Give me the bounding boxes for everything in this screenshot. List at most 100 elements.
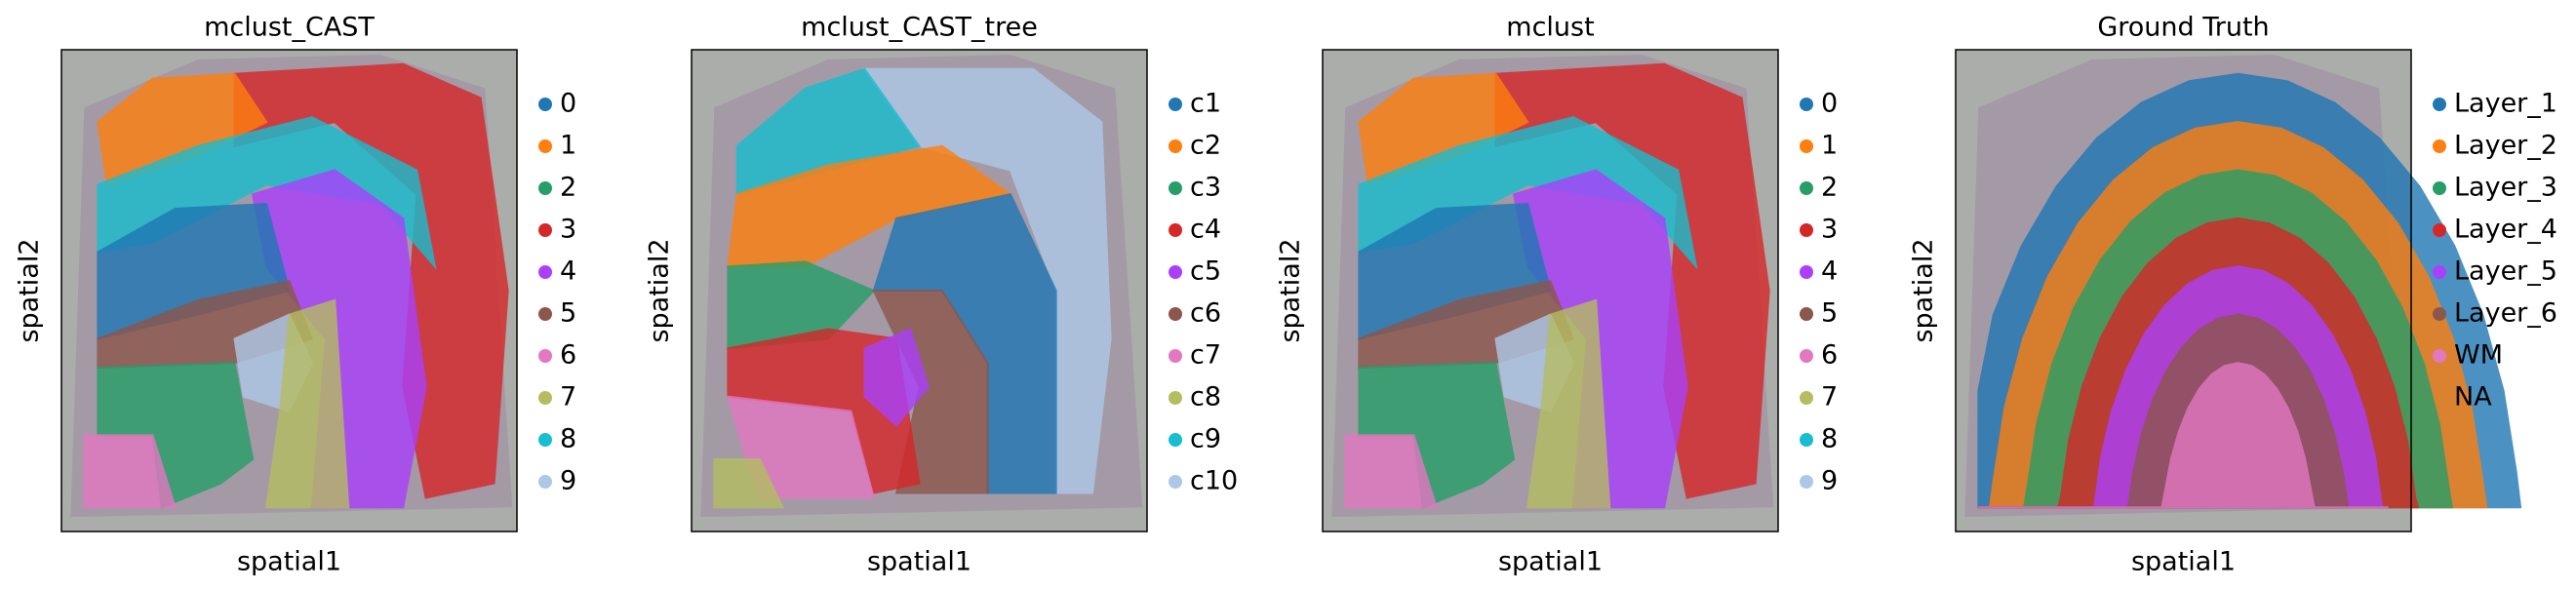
legend-marker [1800,307,1813,321]
legend-marker [2433,349,2446,363]
legend-label: c1 [1190,89,1221,119]
axes-frame [1955,49,2412,532]
legend-marker [538,391,552,405]
legend-label: 5 [1821,298,1838,329]
cluster-region [1978,362,2389,509]
legend-marker [538,349,552,363]
legend-marker [1169,475,1182,489]
legend-marker [1800,265,1813,279]
legend-label: 1 [1821,131,1838,161]
legend-label: 5 [560,298,576,329]
legend-marker [1169,391,1182,405]
cluster-region [1344,434,1439,509]
legend-marker [1800,349,1813,363]
legend-label: c9 [1190,424,1221,454]
legend-label: 0 [560,89,576,119]
legend-label: 1 [560,131,576,161]
cluster-region [862,67,1112,494]
legend-label: 7 [560,382,576,413]
legend-marker [2433,181,2446,195]
legend-marker [1800,139,1813,153]
cluster-region [863,328,930,427]
legend-label: Layer_3 [2454,173,2557,203]
legend-label: 4 [560,256,576,287]
legend-marker [1169,307,1182,321]
legend-label: Layer_4 [2454,215,2557,245]
legend-label: 0 [1821,89,1838,119]
legend-label: c5 [1190,256,1221,287]
x-axis-label: spatial1 [867,547,971,577]
legend-label: 3 [1821,215,1838,245]
legend-label: NA [2454,382,2492,413]
legend-marker [1800,391,1813,405]
legend-label: WM [2454,340,2503,371]
legend-marker [2433,98,2446,111]
legend-label: Layer_5 [2454,256,2557,287]
cluster-region [264,298,350,509]
panel-title: mclust_CAST_tree [801,13,1038,43]
legend-marker [2433,139,2446,153]
cluster-region [713,457,784,509]
legend-label: Layer_6 [2454,298,2557,329]
cluster-region [1526,298,1611,509]
legend-label: 2 [1821,173,1838,203]
x-axis-label: spatial1 [1498,547,1603,577]
legend-label: Layer_2 [2454,131,2557,161]
legend-marker [1169,223,1182,237]
legend-label: c6 [1190,298,1221,329]
legend-marker [1800,433,1813,447]
legend-marker [538,307,552,321]
legend-label: 9 [560,466,576,496]
legend-marker [1169,433,1182,447]
panel: Ground Truth spatial1 spatial2 Layer_1 Layer… [1909,13,2557,577]
legend-marker [538,139,552,153]
legend-marker [2433,223,2446,237]
cluster-region [727,260,876,350]
legend-label: 7 [1821,382,1838,413]
legend-marker [538,433,552,447]
axes-frame [691,49,1148,532]
y-axis-label: spatial2 [15,238,45,342]
y-axis-label: spatial2 [1909,238,1939,342]
legend-marker [1800,98,1813,111]
legend-label: 8 [560,424,576,454]
legend-label: 6 [560,340,576,371]
legend-marker [1800,475,1813,489]
panel-title: mclust_CAST [204,13,375,43]
legend-marker [1800,181,1813,195]
legend-label: c3 [1190,173,1221,203]
legend-label: 9 [1821,466,1838,496]
panel: mclust spatial1 spatial2 0 1 2 3 4 5 6 7 8 9 [1276,13,1839,577]
axes-frame [60,49,518,532]
y-axis-label: spatial2 [645,238,675,342]
legend-label: c4 [1190,215,1221,245]
legend-marker [538,475,552,489]
y-axis-label: spatial2 [1276,238,1306,342]
legend-marker [1169,265,1182,279]
legend-label: c8 [1190,382,1221,413]
legend-marker [538,98,552,111]
legend-label: 6 [1821,340,1838,371]
legend-marker [1169,181,1182,195]
legend-label: 3 [560,215,576,245]
legend-label: 8 [1821,424,1838,454]
legend-label: 4 [1821,256,1838,287]
panel-title: Ground Truth [2097,13,2269,43]
cluster-region [83,434,178,509]
legend-marker [538,265,552,279]
legend-marker [538,223,552,237]
x-axis-label: spatial1 [2131,547,2236,577]
legend-label: c7 [1190,340,1221,371]
x-axis-label: spatial1 [237,547,341,577]
legend-marker [1169,98,1182,111]
panel: mclust_CAST spatial1 spatial2 0 1 2 3 4 5 6 7 8 9 [15,13,577,577]
legend-label: Layer_1 [2454,89,2557,119]
legend-marker [1169,139,1182,153]
legend-label: 2 [560,173,576,203]
legend-marker [2433,307,2446,321]
legend-label: c10 [1190,466,1238,496]
legend-marker [1169,349,1182,363]
panel: mclust_CAST_tree spatial1 spatial2 c1 c2 c3 c4… [645,13,1239,577]
legend-marker [2433,265,2446,279]
